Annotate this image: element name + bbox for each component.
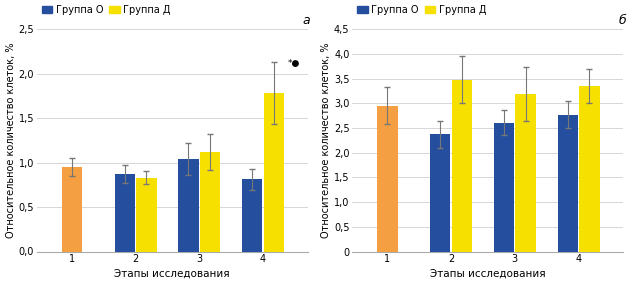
X-axis label: Этапы исследования: Этапы исследования [430, 268, 546, 278]
Bar [62, 167, 82, 252]
Legend: Группа О, Группа Д: Группа О, Группа Д [357, 5, 486, 15]
Y-axis label: Относительное количество клеток, %: Относительное количество клеток, % [321, 43, 331, 238]
Bar [579, 86, 599, 252]
Bar [242, 179, 262, 252]
Bar [264, 93, 284, 252]
Y-axis label: Относительное количество клеток, %: Относительное количество клеток, % [6, 43, 16, 238]
Text: б: б [618, 14, 626, 27]
Bar [377, 106, 398, 252]
Bar [200, 152, 220, 252]
Bar [430, 134, 451, 252]
X-axis label: Этапы исследования: Этапы исследования [114, 268, 230, 278]
Bar [136, 178, 156, 252]
Bar [558, 115, 578, 252]
Bar [179, 159, 199, 252]
Bar [452, 80, 472, 252]
Bar [516, 94, 536, 252]
Bar [114, 174, 135, 252]
Text: а: а [303, 14, 310, 27]
Text: *●: *● [287, 59, 300, 68]
Legend: Группа О, Группа Д: Группа О, Группа Д [42, 5, 170, 15]
Bar [494, 122, 514, 252]
